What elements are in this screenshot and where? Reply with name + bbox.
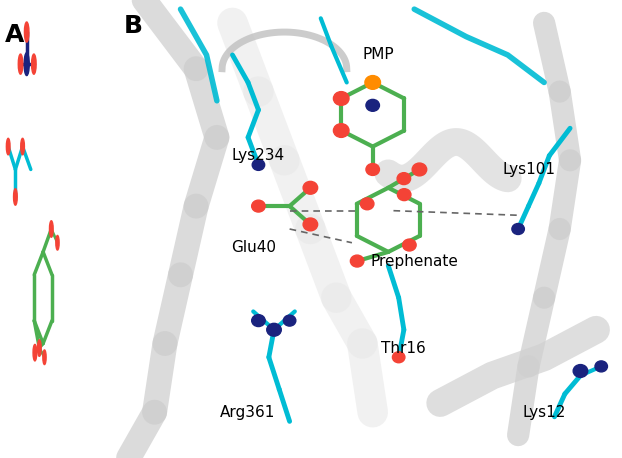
Circle shape: [284, 315, 296, 326]
Circle shape: [267, 323, 281, 336]
Circle shape: [573, 365, 588, 377]
Circle shape: [24, 22, 29, 42]
Text: Arg361: Arg361: [220, 405, 276, 420]
Circle shape: [18, 54, 23, 74]
Circle shape: [595, 361, 608, 372]
Text: Lys101: Lys101: [502, 162, 555, 177]
Circle shape: [252, 159, 265, 170]
Circle shape: [43, 350, 46, 365]
Circle shape: [37, 340, 41, 356]
Circle shape: [303, 218, 318, 231]
Circle shape: [252, 200, 265, 212]
Circle shape: [252, 315, 265, 327]
Circle shape: [366, 99, 379, 111]
Circle shape: [333, 124, 349, 137]
Circle shape: [6, 138, 10, 155]
Text: Prephenate: Prephenate: [370, 254, 458, 268]
Circle shape: [397, 173, 411, 185]
Circle shape: [402, 239, 416, 251]
Text: Thr16: Thr16: [381, 341, 426, 355]
Circle shape: [32, 54, 36, 74]
Circle shape: [350, 255, 364, 267]
Text: Lys12: Lys12: [522, 405, 566, 420]
Text: Lys234: Lys234: [232, 148, 285, 163]
Circle shape: [360, 198, 374, 210]
Circle shape: [21, 138, 24, 155]
Circle shape: [24, 53, 29, 76]
Circle shape: [14, 189, 17, 205]
Circle shape: [365, 76, 381, 89]
Circle shape: [392, 352, 405, 363]
Text: B: B: [123, 14, 142, 38]
Text: A: A: [5, 23, 24, 47]
Circle shape: [366, 164, 379, 175]
Text: Glu40: Glu40: [231, 240, 276, 255]
Circle shape: [56, 235, 59, 250]
Circle shape: [333, 92, 349, 105]
Circle shape: [303, 181, 318, 194]
Circle shape: [397, 189, 411, 201]
Circle shape: [50, 221, 53, 237]
Text: PMP: PMP: [362, 48, 394, 62]
Circle shape: [33, 344, 37, 361]
Circle shape: [412, 163, 427, 176]
Circle shape: [512, 224, 524, 234]
